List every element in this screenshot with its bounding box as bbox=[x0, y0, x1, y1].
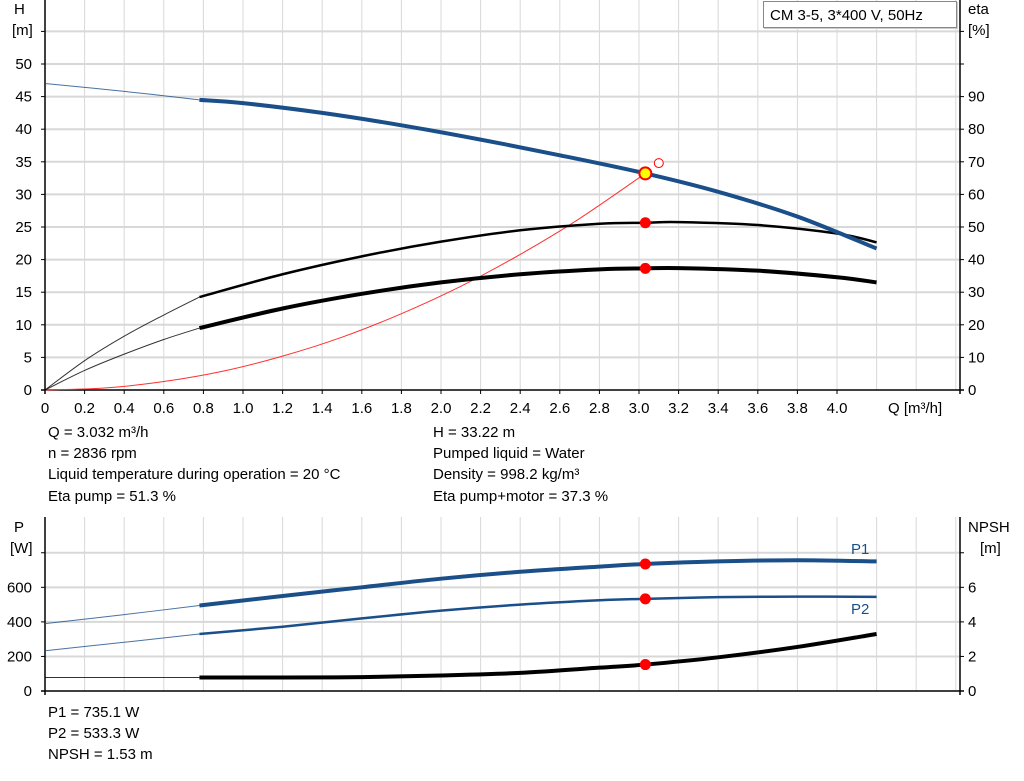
x-tick-label: 0.8 bbox=[193, 400, 214, 417]
p-tick-label: 200 bbox=[7, 648, 32, 665]
y2-axis-unit: [%] bbox=[968, 22, 990, 39]
head-curve bbox=[199, 97, 878, 251]
p2-curve-extrapolated bbox=[44, 633, 200, 652]
x-tick-label: 3.8 bbox=[787, 400, 808, 417]
info-npsh: NPSH = 1.53 m bbox=[48, 746, 153, 763]
x-tick-label: 1.2 bbox=[272, 400, 293, 417]
x-axis-label: Q [m³/h] bbox=[888, 400, 942, 417]
x-tick-label: 3.2 bbox=[668, 400, 689, 417]
p-axis-unit: [W] bbox=[10, 540, 33, 557]
y-tick-label: 45 bbox=[15, 89, 32, 106]
y2-axis-symbol: eta bbox=[968, 1, 990, 18]
p2-curve bbox=[199, 595, 877, 636]
y-tick-label: 0 bbox=[24, 382, 32, 399]
p2-series-label: P2 bbox=[851, 601, 869, 618]
x-tick-label: 2.2 bbox=[470, 400, 491, 417]
y2-tick-label: 70 bbox=[968, 154, 985, 171]
x-tick-label: 1.4 bbox=[312, 400, 333, 417]
y2-tick-label: 0 bbox=[968, 382, 976, 399]
y2-tick-label: 40 bbox=[968, 252, 985, 269]
y-tick-label: 25 bbox=[15, 219, 32, 236]
x-tick-label: 4.0 bbox=[827, 400, 848, 417]
eta-pump-motor-curve bbox=[198, 265, 877, 331]
x-tick-label: 1.6 bbox=[351, 400, 372, 417]
p-axis-symbol: P bbox=[14, 519, 24, 536]
npsh-tick-label: 2 bbox=[968, 648, 976, 665]
info-density: Density = 998.2 kg/m³ bbox=[433, 466, 580, 483]
npsh-axis-unit: [m] bbox=[980, 540, 1001, 557]
npsh-tick-label: 4 bbox=[968, 614, 976, 631]
chart-title: CM 3-5, 3*400 V, 50Hz bbox=[763, 1, 957, 28]
info-head: H = 33.22 m bbox=[433, 424, 516, 441]
x-tick-label: 0.4 bbox=[114, 400, 135, 417]
npsh-tick-label: 6 bbox=[968, 579, 976, 596]
x-tick-label: 0.2 bbox=[74, 400, 95, 417]
npsh-tick-label: 0 bbox=[968, 683, 976, 700]
npsh-axis-symbol: NPSH bbox=[968, 519, 1010, 536]
p1-marker bbox=[639, 558, 651, 570]
eta-pump-curve-extrapolated bbox=[44, 296, 200, 391]
y2-tick-label: 50 bbox=[968, 219, 985, 236]
x-tick-label: 2.8 bbox=[589, 400, 610, 417]
system-curve bbox=[44, 172, 646, 391]
info-p1: P1 = 735.1 W bbox=[48, 704, 140, 721]
p-tick-label: 0 bbox=[24, 683, 32, 700]
p1-series-label: P1 bbox=[851, 541, 869, 558]
duty-point-marker bbox=[638, 166, 653, 181]
x-tick-label: 0 bbox=[41, 400, 49, 417]
y-tick-label: 50 bbox=[15, 56, 32, 73]
npsh-curve bbox=[199, 632, 877, 680]
y2-tick-label: 20 bbox=[968, 317, 985, 334]
y-tick-label: 30 bbox=[15, 186, 32, 203]
info-liquid-temperature: Liquid temperature during operation = 20… bbox=[48, 466, 341, 483]
eta-pump-marker bbox=[639, 217, 651, 229]
info-eta-pump: Eta pump = 51.3 % bbox=[48, 488, 176, 505]
y2-tick-label: 60 bbox=[968, 186, 985, 203]
y-axis-symbol: H bbox=[14, 1, 25, 18]
info-eta-pump-motor: Eta pump+motor = 37.3 % bbox=[433, 488, 609, 505]
y2-tick-label: 90 bbox=[968, 89, 985, 106]
y-tick-label: 20 bbox=[15, 252, 32, 269]
eta-pump-motor-curve-extrapolated bbox=[44, 327, 200, 391]
head-curve-extrapolated bbox=[44, 83, 200, 101]
info-speed: n = 2836 rpm bbox=[48, 445, 137, 462]
p-tick-label: 600 bbox=[7, 579, 32, 596]
x-tick-label: 3.4 bbox=[708, 400, 729, 417]
info-q: Q = 3.032 m³/h bbox=[48, 424, 149, 441]
p2-marker bbox=[639, 593, 651, 605]
npsh-marker bbox=[639, 659, 651, 671]
x-tick-label: 1.0 bbox=[233, 400, 254, 417]
y2-tick-label: 80 bbox=[968, 121, 985, 138]
x-tick-label: 2.0 bbox=[431, 400, 452, 417]
open-marker bbox=[653, 158, 664, 169]
x-tick-label: 2.6 bbox=[549, 400, 570, 417]
x-tick-label: 1.8 bbox=[391, 400, 412, 417]
y-tick-label: 10 bbox=[15, 317, 32, 334]
y-tick-label: 15 bbox=[15, 284, 32, 301]
x-tick-label: 3.0 bbox=[629, 400, 650, 417]
y2-tick-label: 30 bbox=[968, 284, 985, 301]
y2-tick-label: 10 bbox=[968, 349, 985, 366]
p1-curve-extrapolated bbox=[44, 604, 200, 625]
x-tick-label: 3.6 bbox=[747, 400, 768, 417]
p-tick-label: 400 bbox=[7, 614, 32, 631]
info-pumped-liquid: Pumped liquid = Water bbox=[433, 445, 585, 462]
y-tick-label: 40 bbox=[15, 121, 32, 138]
y-tick-label: 35 bbox=[15, 154, 32, 171]
y-axis-unit: [m] bbox=[12, 22, 33, 39]
eta-pump-motor-marker bbox=[639, 262, 651, 274]
info-p2: P2 = 533.3 W bbox=[48, 725, 140, 742]
p1-curve bbox=[199, 558, 877, 608]
eta-pump-curve bbox=[199, 220, 877, 299]
y-tick-label: 5 bbox=[24, 349, 32, 366]
x-tick-label: 2.4 bbox=[510, 400, 531, 417]
x-tick-label: 0.6 bbox=[153, 400, 174, 417]
